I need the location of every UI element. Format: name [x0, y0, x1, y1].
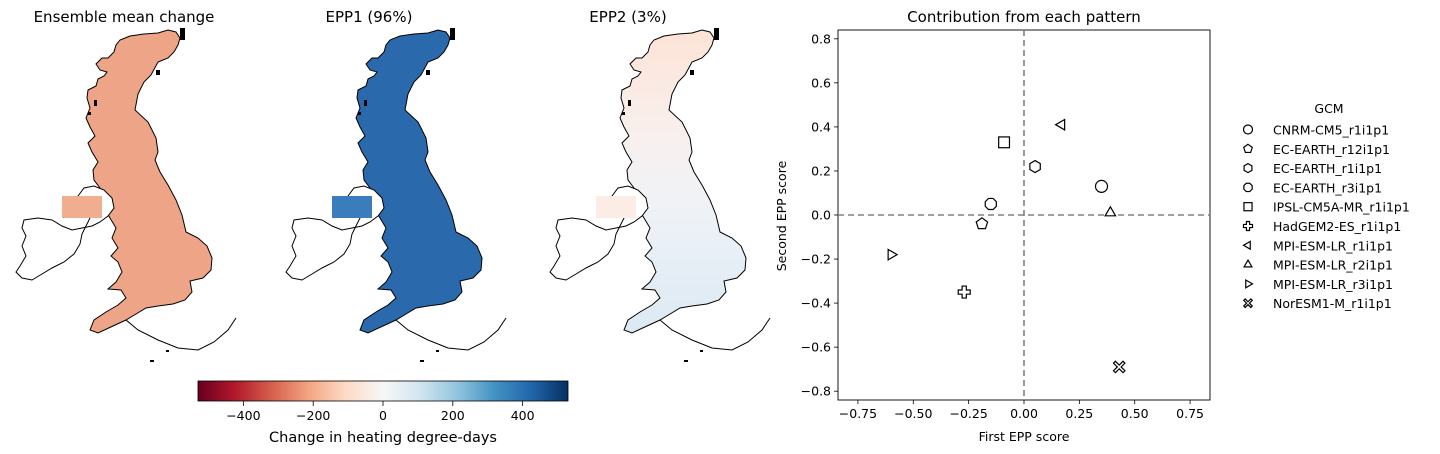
y-tick-label: 0.0 [811, 208, 831, 223]
uk-fill-epp1 [355, 29, 483, 334]
y-axis-ticks: −0.8 −0.6 −0.4 −0.2 0.0 0.2 0.4 0.6 0.8 [801, 31, 838, 399]
legend-marker [1243, 182, 1253, 193]
northern-ireland-fill [596, 196, 636, 218]
map-title-1: Ensemble mean change [34, 8, 215, 26]
legend-title: GCM [1314, 101, 1343, 116]
island-outline [700, 350, 703, 352]
x-tick-label: 0.00 [1010, 406, 1038, 421]
scatter-point-4 [984, 197, 997, 211]
x-tick-label: 0.75 [1176, 406, 1204, 421]
colorbar: −400 −200 0 200 400 Change in heating degree… [197, 380, 569, 446]
x-tick-label: −0.75 [839, 406, 877, 421]
colorbar-gradient [197, 380, 569, 402]
coastline [659, 317, 771, 351]
y-tick-label: 0.4 [811, 119, 831, 134]
legend-label: MPI-ESM-LR_r1i1p1 [1273, 238, 1393, 253]
island-outline [622, 112, 625, 115]
coastline [395, 317, 507, 351]
uk-fill-change [85, 29, 213, 334]
island-outline [426, 70, 430, 75]
colorbar-tick-label: 400 [511, 408, 535, 423]
x-axis-label: First EPP score [979, 429, 1070, 444]
island-outline [88, 112, 91, 115]
legend-marker [1243, 143, 1253, 154]
map-panel-1 [15, 28, 237, 362]
colorbar-tick-label: −200 [296, 408, 330, 423]
y-tick-label: −0.6 [801, 340, 831, 355]
map-title-3: EPP2 (3%) [589, 8, 666, 26]
y-tick-label: −0.2 [801, 252, 831, 267]
scatter-point-6 [957, 285, 971, 299]
scatter-point-5 [998, 136, 1011, 149]
scatter-point-7 [1054, 118, 1066, 131]
legend-marker [1242, 220, 1254, 232]
legend-marker [1243, 162, 1253, 174]
island-outline [450, 28, 455, 40]
island-outline [150, 360, 154, 362]
y-tick-label: −0.4 [801, 296, 831, 311]
x-axis-ticks: −0.75 −0.50 −0.25 0.00 0.25 0.50 0.75 [839, 400, 1204, 421]
coastline [125, 317, 237, 351]
island-outline [436, 350, 439, 352]
island-outline [358, 112, 361, 115]
legend-label: EC-EARTH_r1i1p1 [1273, 161, 1382, 176]
island-outline [94, 100, 97, 106]
island-outline [684, 360, 688, 362]
scatter-point-10 [1112, 360, 1126, 374]
reference-lines [838, 30, 1210, 400]
x-tick-label: −0.25 [949, 406, 987, 421]
northern-ireland-fill [332, 196, 372, 218]
y-tick-label: −0.8 [801, 384, 831, 399]
legend-label: HadGEM2-ES_r1i1p1 [1273, 219, 1401, 234]
legend-marker [1243, 202, 1253, 212]
x-tick-label: 0.50 [1121, 406, 1149, 421]
colorbar-label: Change in heating degree-days [269, 430, 497, 446]
legend-marker [1245, 278, 1254, 289]
northern-ireland-fill [62, 196, 102, 218]
legend-marker [1242, 124, 1254, 135]
legend: GCM CNRM-CM5_r1i1p1 EC-EARTH_r12i1p1 EC-EA… [1242, 101, 1410, 311]
y-tick-label: 0.2 [811, 163, 831, 178]
island-outline [714, 28, 719, 40]
legend-marker [1242, 240, 1251, 251]
scatter-point-1 [1094, 179, 1109, 193]
island-outline [180, 28, 185, 40]
island-outline [156, 70, 160, 75]
scatter-point-2 [975, 217, 989, 230]
island-outline [420, 360, 424, 362]
x-tick-label: 0.25 [1065, 406, 1093, 421]
legend-label: CNRM-CM5_r1i1p1 [1273, 123, 1389, 138]
map-panel-3 [549, 28, 771, 362]
x-tick-label: −0.50 [894, 406, 932, 421]
scatter-point-8 [1104, 205, 1117, 217]
y-tick-label: 0.6 [811, 75, 831, 90]
island-outline [690, 70, 694, 75]
map-title-2: EPP1 (96%) [326, 8, 413, 26]
legend-marker [1243, 258, 1253, 268]
scatter-point-9 [887, 248, 899, 261]
legend-label: IPSL-CM5A-MR_r1i1p1 [1273, 200, 1410, 215]
scatter-points [887, 118, 1126, 374]
legend-marker [1242, 298, 1254, 309]
island-outline [166, 350, 169, 352]
colorbar-tick-label: 200 [441, 408, 465, 423]
colorbar-tick-label: 0 [379, 408, 387, 423]
uk-fill-epp2 [619, 29, 747, 334]
legend-label: MPI-ESM-LR_r3i1p1 [1273, 277, 1393, 292]
scatter-title: Contribution from each pattern [907, 8, 1141, 26]
y-tick-label: 0.8 [811, 31, 831, 46]
island-outline [364, 100, 367, 106]
scatter-point-3 [1029, 159, 1041, 174]
island-outline [628, 100, 631, 106]
colorbar-tick-label: −400 [226, 408, 260, 423]
legend-label: MPI-ESM-LR_r2i1p1 [1273, 258, 1393, 273]
y-axis-label: Second EPP score [774, 160, 789, 271]
legend-label: EC-EARTH_r12i1p1 [1273, 142, 1390, 157]
legend-label: NorESM1-M_r1i1p1 [1273, 296, 1392, 311]
legend-label: EC-EARTH_r3i1p1 [1273, 180, 1382, 195]
map-panel-2 [285, 28, 507, 362]
